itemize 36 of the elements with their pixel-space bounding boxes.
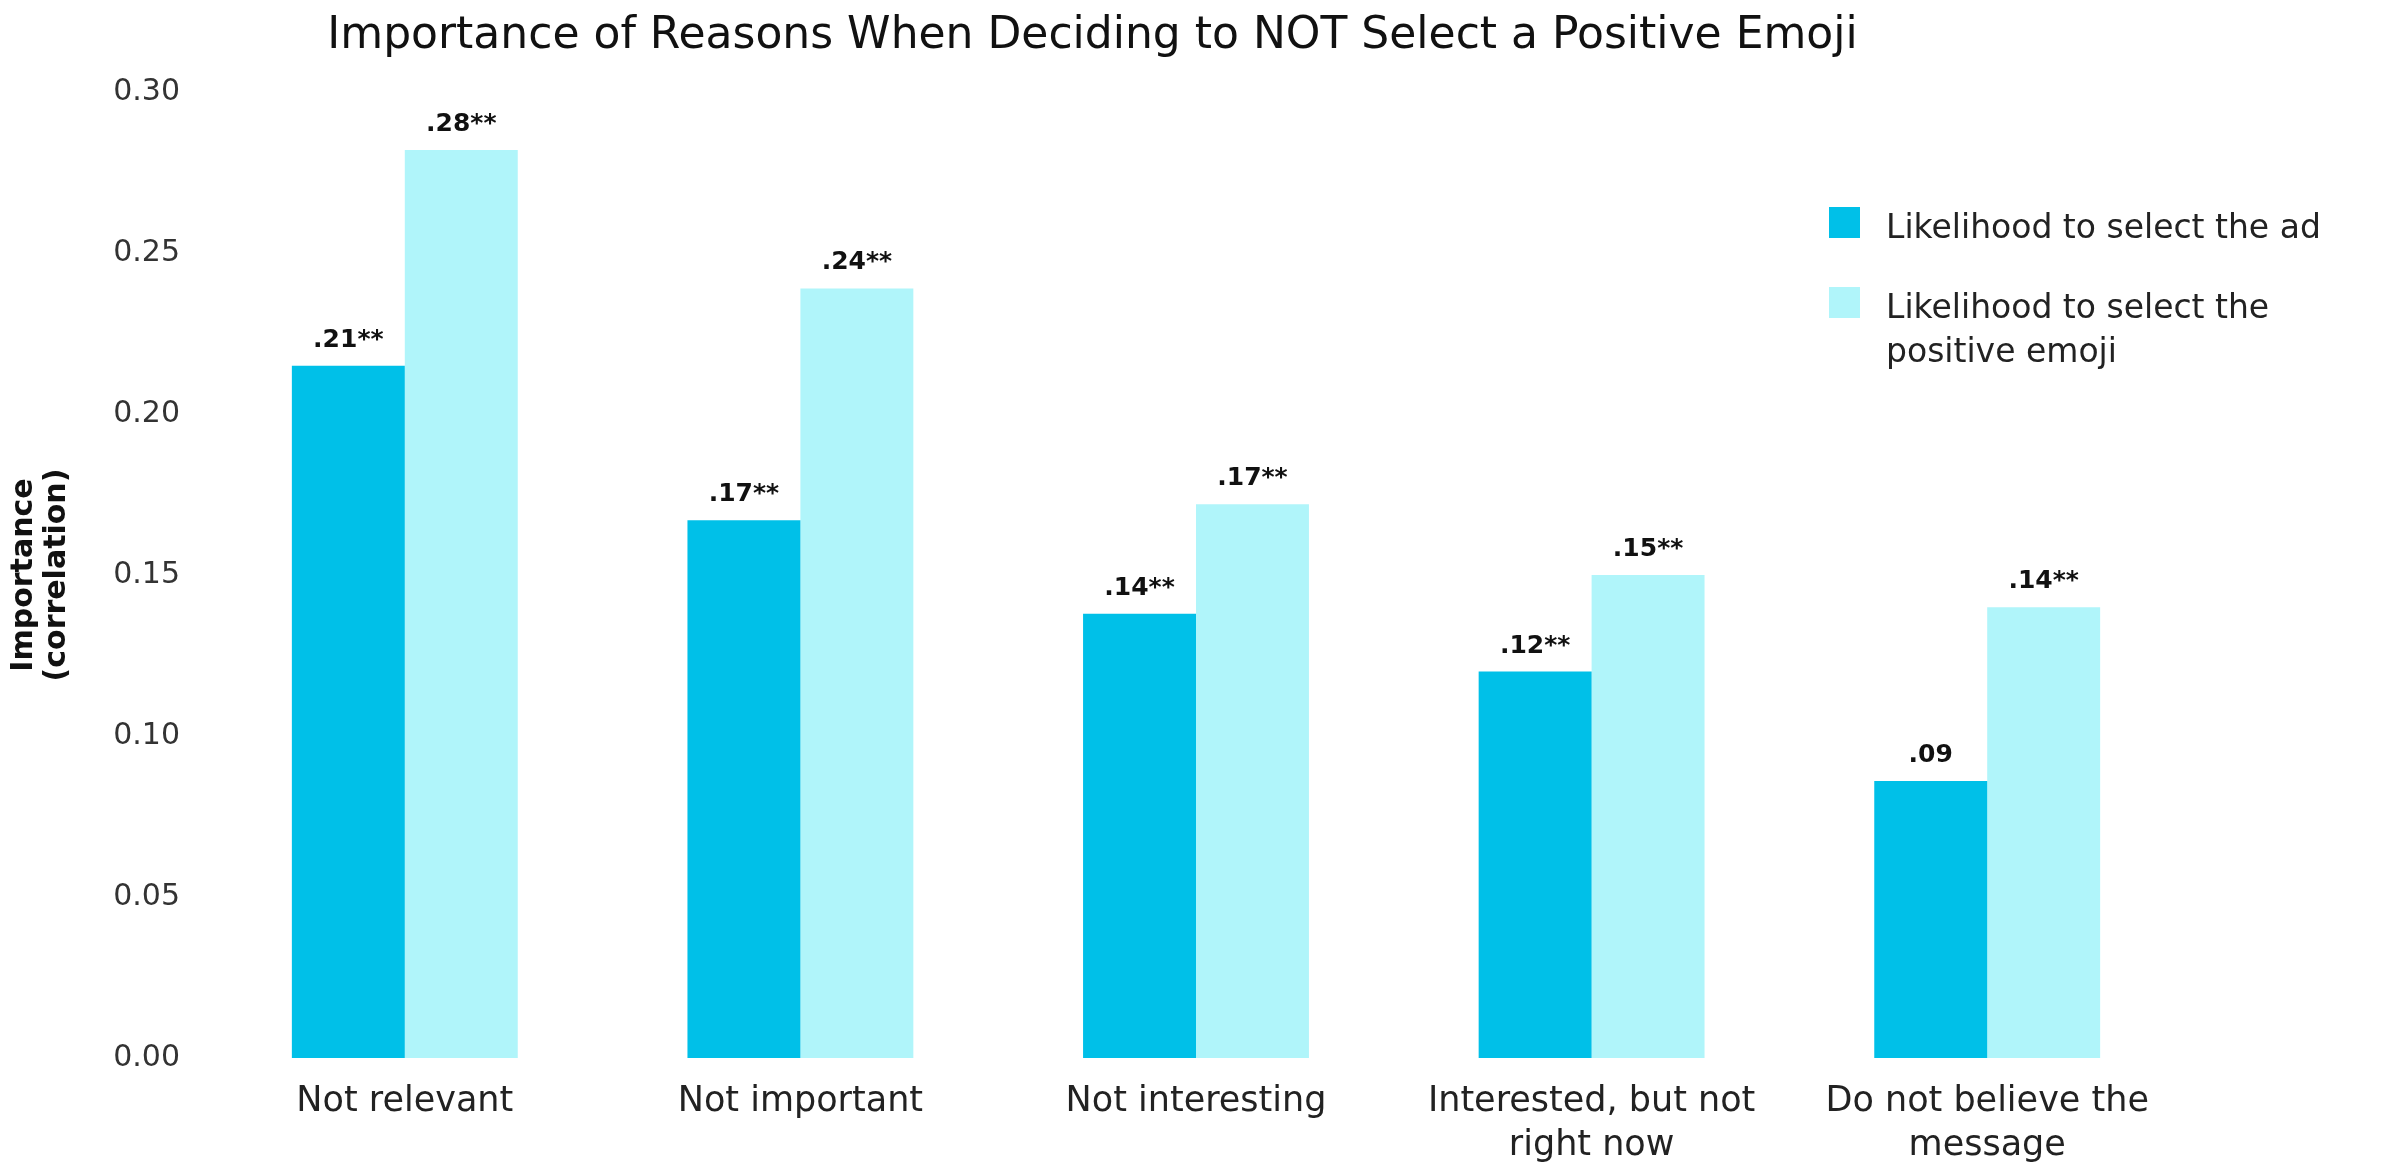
data-label: .24** bbox=[821, 246, 893, 276]
y-tick-label: 0.10 bbox=[113, 715, 180, 751]
bar bbox=[404, 149, 518, 1058]
data-label: .09 bbox=[1908, 739, 1953, 769]
data-label: .15** bbox=[1612, 533, 1684, 562]
bar bbox=[1987, 607, 2101, 1058]
data-label: .28** bbox=[426, 107, 497, 137]
data-label: .17** bbox=[708, 478, 780, 508]
bar bbox=[1478, 671, 1592, 1058]
legend-label: Likelihood to select the ad bbox=[1886, 206, 2321, 248]
bar bbox=[800, 288, 914, 1058]
data-label: .12** bbox=[1499, 629, 1571, 659]
data-label: .21** bbox=[313, 323, 384, 353]
y-tick-label: 0.25 bbox=[113, 232, 180, 268]
y-tick-label: 0.15 bbox=[113, 554, 180, 590]
data-label: .14** bbox=[1104, 571, 1175, 601]
y-tick-label: 0.30 bbox=[113, 71, 180, 107]
chart-title: Importance of Reasons When Deciding to NOT Select a Positive Emoji bbox=[327, 6, 1858, 58]
data-label: .17** bbox=[1217, 462, 1288, 492]
y-tick-label: 0.20 bbox=[113, 393, 180, 429]
legend-label: Likelihood to select the positive emoji bbox=[1886, 286, 2271, 372]
x-tick-label: Not interesting bbox=[1065, 1078, 1327, 1119]
bar bbox=[291, 365, 405, 1058]
x-tick-label: Do not believe the message bbox=[1825, 1078, 2149, 1163]
bar bbox=[1874, 781, 1988, 1058]
bar bbox=[687, 520, 801, 1058]
bar bbox=[1591, 575, 1705, 1058]
bar bbox=[1083, 613, 1196, 1058]
y-axis-title: Importance (correlation) bbox=[4, 468, 73, 682]
x-tick-label: Interested, but not right now bbox=[1427, 1078, 1756, 1163]
x-tick-label: Not relevant bbox=[296, 1078, 514, 1119]
y-tick-label: 0.00 bbox=[113, 1037, 180, 1073]
x-tick-label: Not important bbox=[677, 1078, 924, 1119]
y-tick-label: 0.05 bbox=[113, 876, 180, 912]
bar bbox=[1196, 504, 1309, 1058]
data-label: .14** bbox=[2008, 565, 2079, 595]
